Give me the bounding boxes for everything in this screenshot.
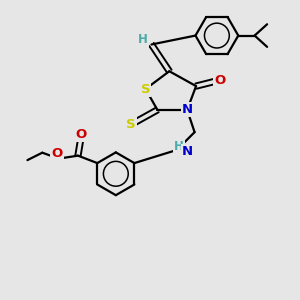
Text: O: O xyxy=(75,128,87,141)
Text: O: O xyxy=(52,147,63,160)
Text: S: S xyxy=(126,118,136,131)
Text: N: N xyxy=(182,145,193,158)
Text: H: H xyxy=(174,140,184,153)
Text: H: H xyxy=(138,33,148,46)
Text: O: O xyxy=(214,74,226,87)
Text: S: S xyxy=(141,82,150,96)
Text: N: N xyxy=(182,103,193,116)
